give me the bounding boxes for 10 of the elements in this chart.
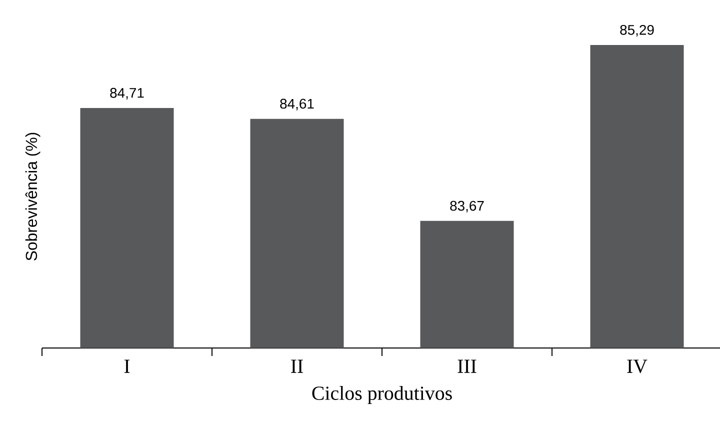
data-label: 85,29 bbox=[620, 24, 654, 36]
x-axis-title: Ciclos produtivos bbox=[312, 386, 452, 404]
x-tick-label: IV bbox=[627, 360, 648, 374]
data-label: 84,71 bbox=[110, 88, 144, 100]
data-label: 83,67 bbox=[450, 200, 484, 212]
x-tick-label: II bbox=[291, 360, 303, 373]
x-tick-label: I bbox=[124, 360, 130, 373]
y-axis-title: Sobrevivência (%) bbox=[25, 132, 40, 260]
data-label: 84,61 bbox=[280, 98, 314, 110]
x-tick-label: III bbox=[458, 360, 476, 373]
